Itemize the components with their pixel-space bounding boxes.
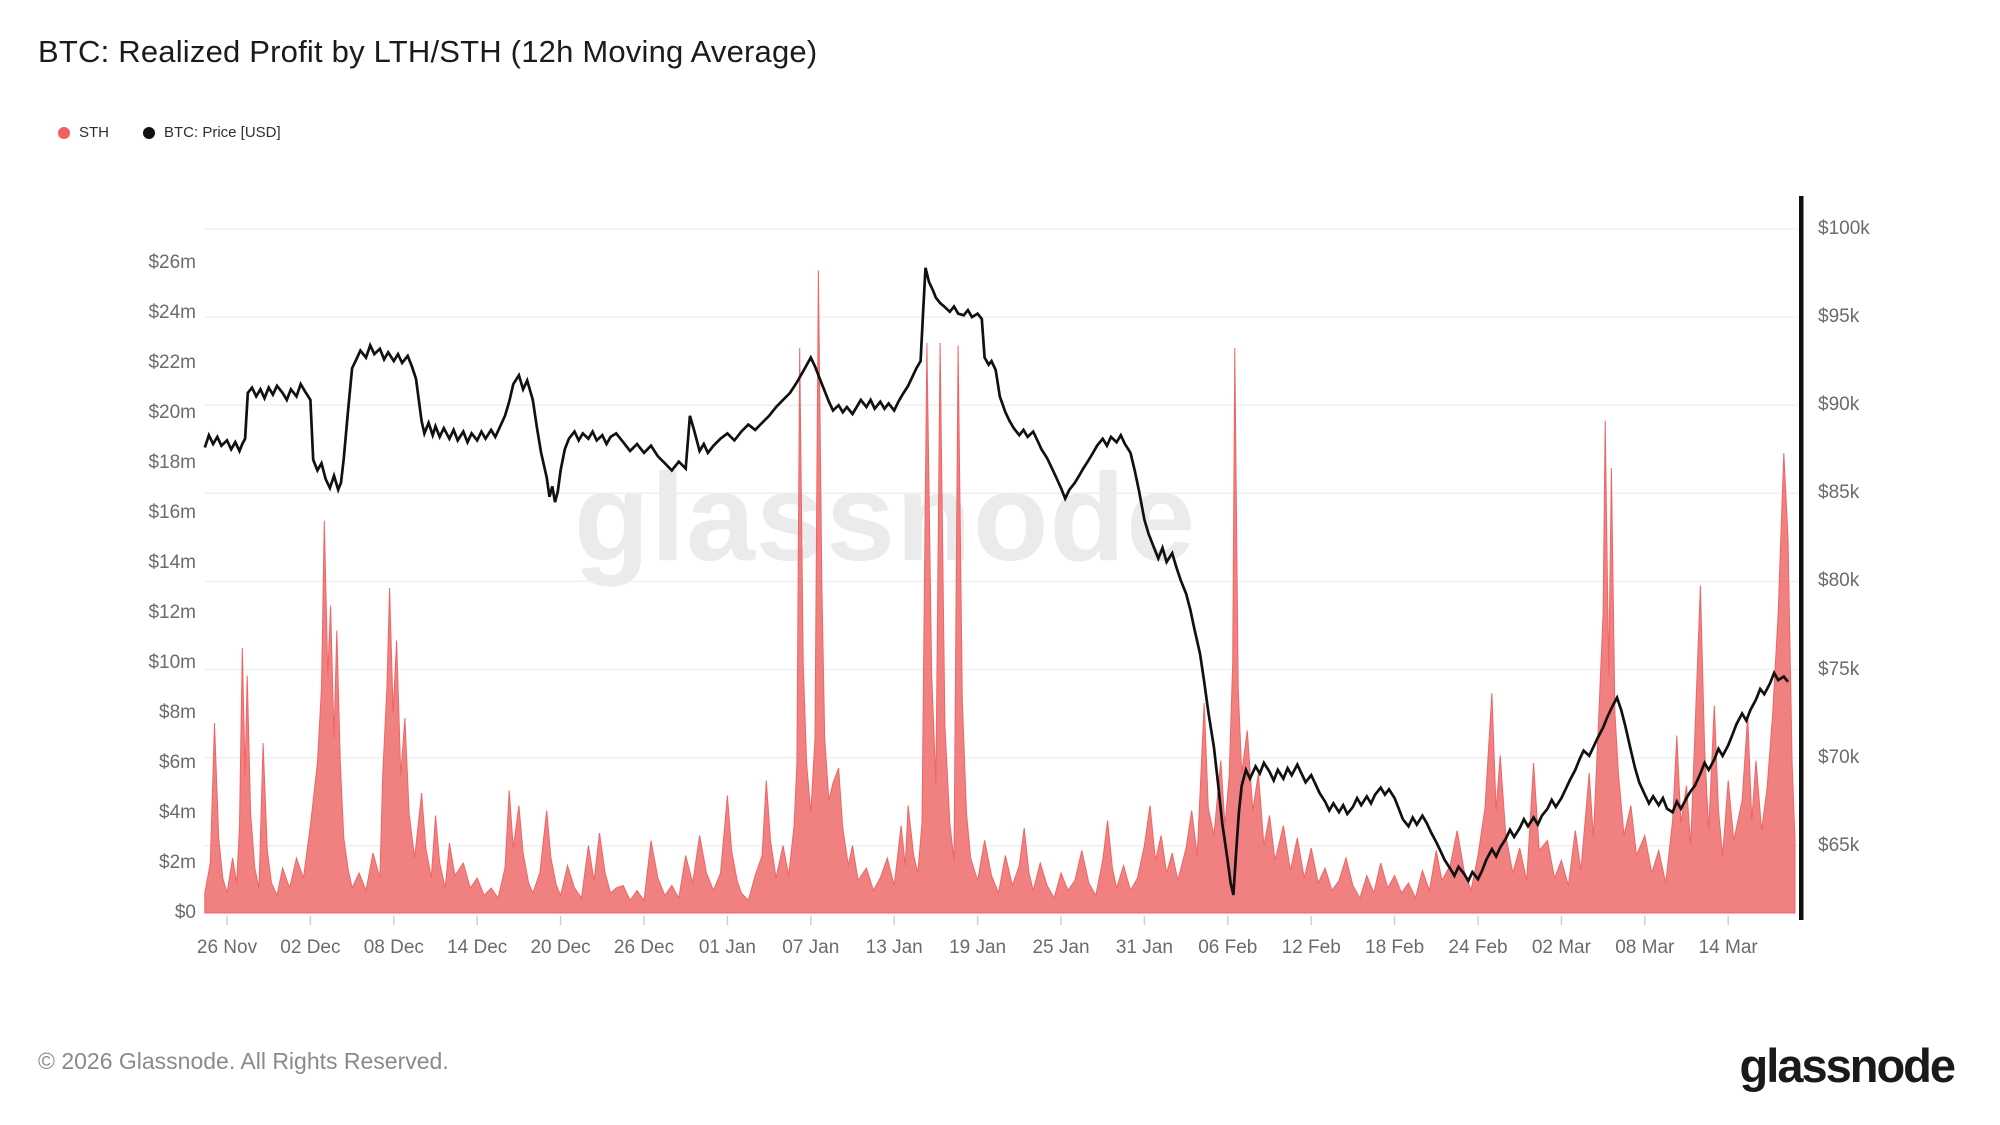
legend-label-btc-price: BTC: Price [USD] [164, 124, 281, 141]
legend: STH BTC: Price [USD] [58, 124, 281, 141]
right-axis-line [1799, 196, 1804, 920]
legend-label-sth: STH [79, 124, 109, 141]
legend-item-sth[interactable]: STH [58, 124, 109, 141]
sth-area-series [204, 270, 1796, 914]
page-title: BTC: Realized Profit by LTH/STH (12h Mov… [38, 34, 818, 69]
sth-series-dot-icon [58, 126, 70, 139]
glassnode-watermark: glassnode [573, 449, 1197, 587]
glassnode-logo: glassnode [1739, 1039, 1956, 1092]
btc-price-line-series [203, 267, 1790, 896]
legend-item-btc-price[interactable]: BTC: Price [USD] [143, 124, 281, 141]
btc-price-series-dot-icon [143, 126, 155, 139]
copyright-text: © 2026 Glassnode. All Rights Reserved. [38, 1048, 449, 1074]
